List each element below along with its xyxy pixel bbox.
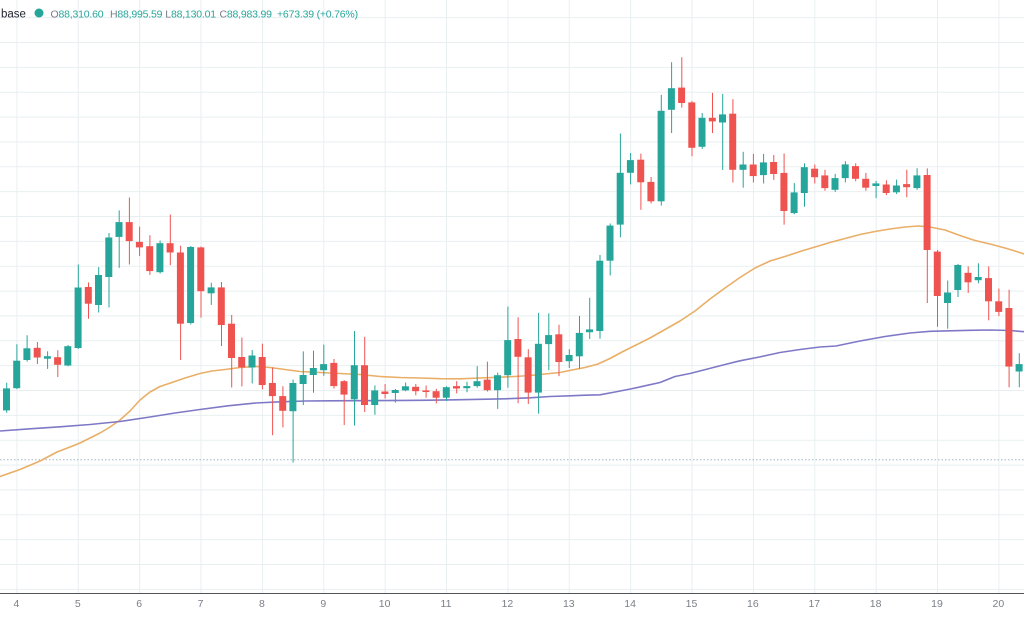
- svg-text:L88,130.01: L88,130.01: [165, 9, 216, 21]
- svg-text:11: 11: [441, 598, 452, 610]
- svg-text:19: 19: [931, 598, 943, 610]
- svg-text:20: 20: [993, 598, 1005, 610]
- svg-text:H88,995.59: H88,995.59: [110, 9, 163, 21]
- svg-text:4: 4: [13, 598, 19, 610]
- svg-text:18: 18: [870, 598, 882, 610]
- svg-text:16: 16: [747, 598, 759, 610]
- svg-text:O88,310.60: O88,310.60: [51, 9, 104, 21]
- svg-text:6: 6: [136, 598, 142, 610]
- svg-text:13: 13: [563, 598, 575, 610]
- svg-text:5: 5: [75, 598, 81, 610]
- svg-text:12: 12: [502, 598, 514, 610]
- svg-text:10: 10: [379, 598, 391, 610]
- svg-text:9: 9: [320, 598, 326, 610]
- svg-text:C88,983.99: C88,983.99: [220, 9, 273, 21]
- svg-text:7: 7: [198, 598, 204, 610]
- svg-text:8: 8: [259, 598, 265, 610]
- svg-text:base: base: [1, 9, 26, 21]
- svg-text:14: 14: [624, 598, 636, 610]
- svg-text:+673.39 (+0.76%): +673.39 (+0.76%): [277, 9, 358, 21]
- svg-text:17: 17: [808, 598, 820, 610]
- svg-text:15: 15: [686, 598, 698, 610]
